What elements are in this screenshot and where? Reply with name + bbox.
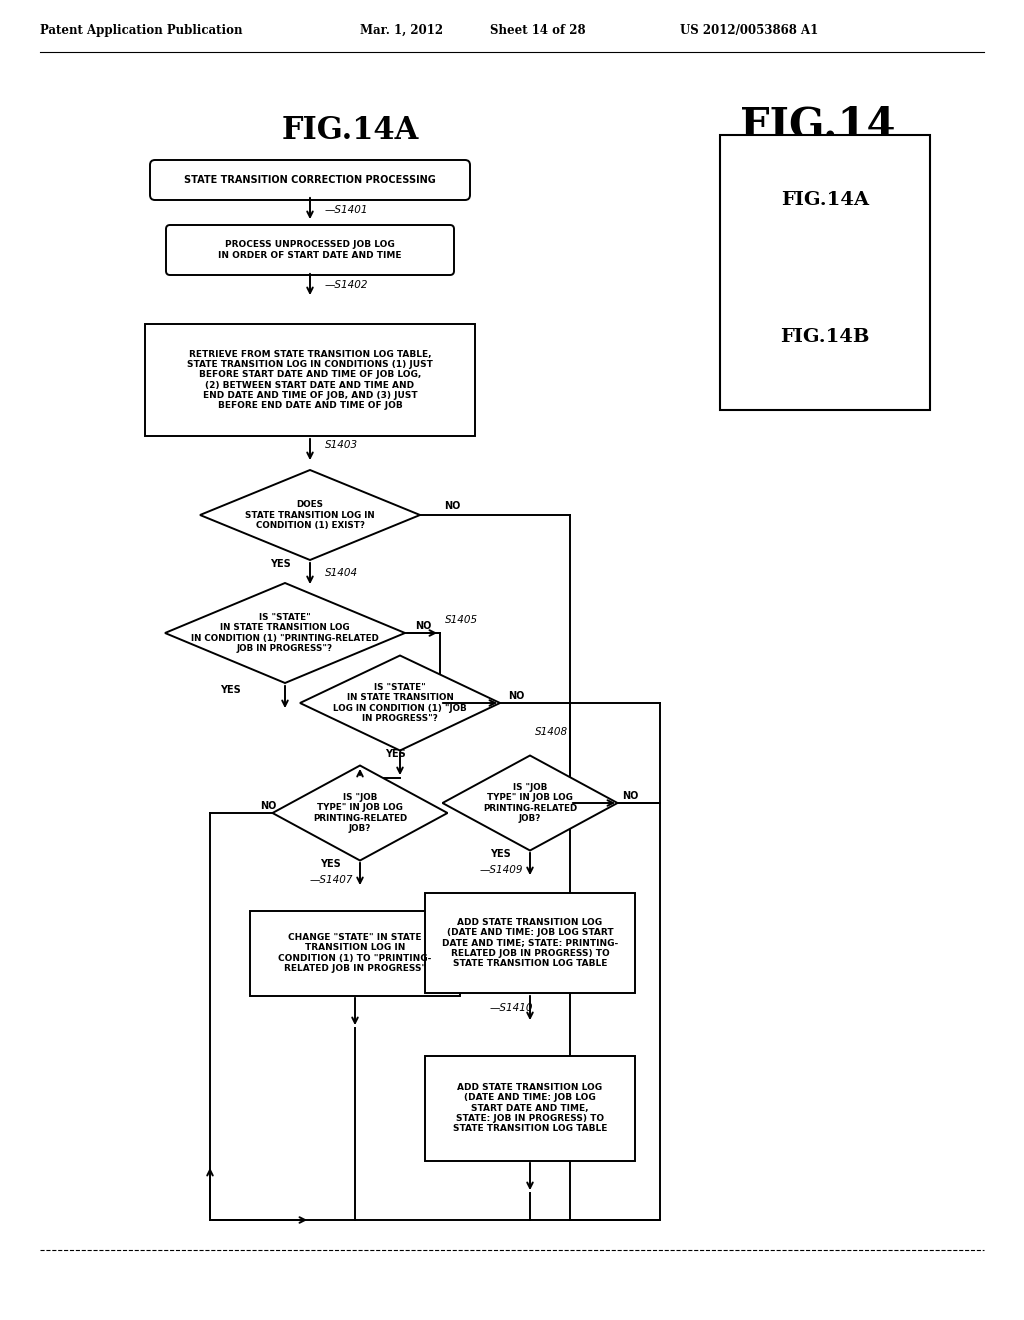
Text: FIG.14A: FIG.14A — [282, 115, 419, 147]
Bar — [425, 1056, 635, 1160]
Text: IS "JOB
TYPE" IN JOB LOG
PRINTING-RELATED
JOB?: IS "JOB TYPE" IN JOB LOG PRINTING-RELATE… — [313, 793, 408, 833]
Text: DOES
STATE TRANSITION LOG IN
CONDITION (1) EXIST?: DOES STATE TRANSITION LOG IN CONDITION (… — [245, 500, 375, 529]
FancyBboxPatch shape — [150, 160, 470, 201]
Polygon shape — [300, 656, 500, 751]
Text: IS "JOB
TYPE" IN JOB LOG
PRINTING-RELATED
JOB?: IS "JOB TYPE" IN JOB LOG PRINTING-RELATE… — [483, 783, 578, 824]
Text: FIG.14B: FIG.14B — [780, 329, 869, 346]
Text: CHANGE "STATE" IN STATE
TRANSITION LOG IN
CONDITION (1) TO "PRINTING-
RELATED JO: CHANGE "STATE" IN STATE TRANSITION LOG I… — [279, 933, 432, 973]
Text: US 2012/0053868 A1: US 2012/0053868 A1 — [680, 24, 818, 37]
Text: ADD STATE TRANSITION LOG
(DATE AND TIME: JOB LOG
START DATE AND TIME,
STATE: JOB: ADD STATE TRANSITION LOG (DATE AND TIME:… — [453, 1082, 607, 1134]
Text: ADD STATE TRANSITION LOG
(DATE AND TIME: JOB LOG START
DATE AND TIME; STATE: PRI: ADD STATE TRANSITION LOG (DATE AND TIME:… — [442, 917, 618, 969]
FancyBboxPatch shape — [166, 224, 454, 275]
Text: Mar. 1, 2012: Mar. 1, 2012 — [360, 24, 443, 37]
Text: NO: NO — [260, 801, 276, 810]
Text: YES: YES — [385, 748, 406, 759]
Text: YES: YES — [319, 859, 341, 869]
Bar — [145, 323, 475, 436]
Polygon shape — [442, 755, 617, 850]
Polygon shape — [200, 470, 420, 560]
Text: S1408: S1408 — [535, 727, 568, 737]
Text: YES: YES — [220, 685, 241, 696]
Bar — [425, 894, 635, 993]
Text: S1404: S1404 — [325, 568, 358, 578]
Text: Patent Application Publication: Patent Application Publication — [40, 24, 243, 37]
Text: FIG.14: FIG.14 — [740, 106, 896, 147]
Polygon shape — [272, 766, 447, 861]
Text: NO: NO — [622, 791, 638, 801]
Text: —S1409: —S1409 — [480, 865, 523, 875]
Text: —S1407: —S1407 — [310, 875, 353, 884]
Text: PROCESS UNPROCESSED JOB LOG
IN ORDER OF START DATE AND TIME: PROCESS UNPROCESSED JOB LOG IN ORDER OF … — [218, 240, 401, 260]
Text: NO: NO — [415, 620, 431, 631]
Text: —S1401: —S1401 — [325, 205, 369, 215]
Text: —S1402: —S1402 — [325, 280, 369, 290]
Text: S1403: S1403 — [325, 440, 358, 450]
Bar — [250, 911, 460, 995]
Text: NO: NO — [508, 690, 524, 701]
Text: S1405: S1405 — [445, 615, 478, 624]
Text: YES: YES — [490, 849, 511, 859]
Text: NO: NO — [444, 502, 461, 511]
Text: —S1410: —S1410 — [490, 1003, 534, 1012]
Text: Sheet 14 of 28: Sheet 14 of 28 — [490, 24, 586, 37]
Bar — [720, 135, 930, 411]
Text: YES: YES — [270, 558, 291, 569]
Text: RETRIEVE FROM STATE TRANSITION LOG TABLE,
STATE TRANSITION LOG IN CONDITIONS (1): RETRIEVE FROM STATE TRANSITION LOG TABLE… — [187, 350, 433, 411]
Text: IS "STATE"
IN STATE TRANSITION
LOG IN CONDITION (1) "JOB
IN PROGRESS"?: IS "STATE" IN STATE TRANSITION LOG IN CO… — [333, 682, 467, 723]
Text: STATE TRANSITION CORRECTION PROCESSING: STATE TRANSITION CORRECTION PROCESSING — [184, 176, 436, 185]
Polygon shape — [165, 583, 406, 682]
Text: FIG.14A: FIG.14A — [781, 191, 869, 209]
Text: IS "STATE"
IN STATE TRANSITION LOG
IN CONDITION (1) "PRINTING-RELATED
JOB IN PRO: IS "STATE" IN STATE TRANSITION LOG IN CO… — [191, 612, 379, 653]
